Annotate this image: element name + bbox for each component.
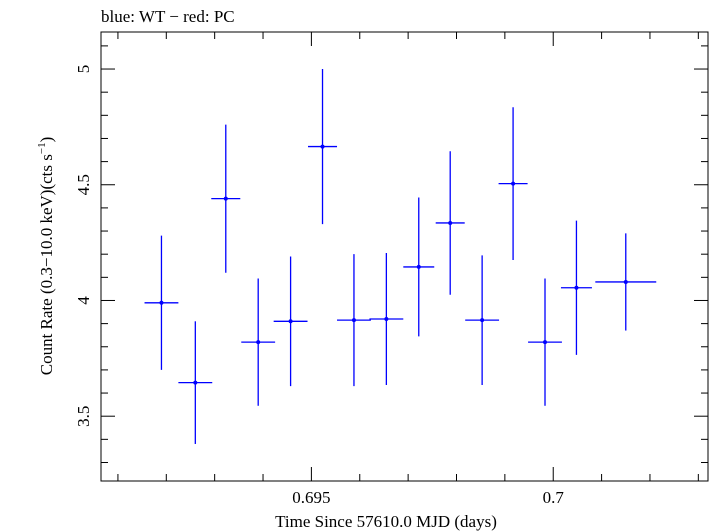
- data-point: [498, 107, 528, 260]
- point-marker: [384, 316, 389, 321]
- data-points: [144, 69, 657, 444]
- point-marker: [416, 264, 421, 269]
- y-tick-label: 3.5: [74, 406, 93, 427]
- point-marker: [223, 196, 228, 201]
- data-point: [465, 255, 500, 385]
- data-point: [435, 151, 465, 295]
- y-axis-label-close: ): [37, 137, 56, 143]
- data-point: [560, 220, 592, 355]
- point-marker: [159, 300, 164, 305]
- plot-frame: [100, 31, 709, 482]
- point-marker: [511, 181, 516, 186]
- data-point: [528, 278, 562, 406]
- point-marker: [288, 319, 293, 324]
- point-marker: [320, 144, 325, 149]
- data-point: [144, 235, 179, 370]
- x-axis-label: Time Since 57610.0 MJD (days): [275, 512, 497, 531]
- data-point: [595, 233, 657, 331]
- point-marker: [256, 340, 261, 345]
- point-marker: [448, 220, 453, 225]
- y-tick-label: 5: [74, 65, 93, 74]
- chart-title: blue: WT − red: PC: [101, 7, 235, 26]
- point-marker: [543, 340, 548, 345]
- data-point: [308, 69, 338, 225]
- point-marker: [351, 318, 356, 323]
- point-marker: [193, 380, 198, 385]
- y-tick-label: 4: [74, 296, 93, 305]
- y-tick-label: 4.5: [74, 174, 93, 195]
- axis-tick-labels: 0.695 0.7 3.5 4 4.5 5: [74, 65, 564, 507]
- y-axis-label-main: Count Rate (0.3−10.0 keV)(cts s: [37, 154, 56, 375]
- y-axis-label-superscript: −1: [36, 142, 48, 154]
- data-point: [211, 124, 241, 273]
- point-marker: [623, 279, 628, 284]
- data-point: [241, 278, 276, 406]
- data-point: [178, 321, 213, 444]
- data-point: [273, 256, 308, 387]
- data-point: [369, 253, 404, 385]
- axis-ticks: [101, 32, 708, 481]
- data-point: [337, 254, 371, 387]
- point-marker: [574, 285, 579, 290]
- x-tick-label: 0.7: [543, 488, 565, 507]
- data-point: [403, 197, 435, 337]
- y-axis-label: Count Rate (0.3−10.0 keV)(cts s−1): [36, 137, 56, 376]
- x-tick-label: 0.695: [292, 488, 330, 507]
- point-marker: [480, 318, 485, 323]
